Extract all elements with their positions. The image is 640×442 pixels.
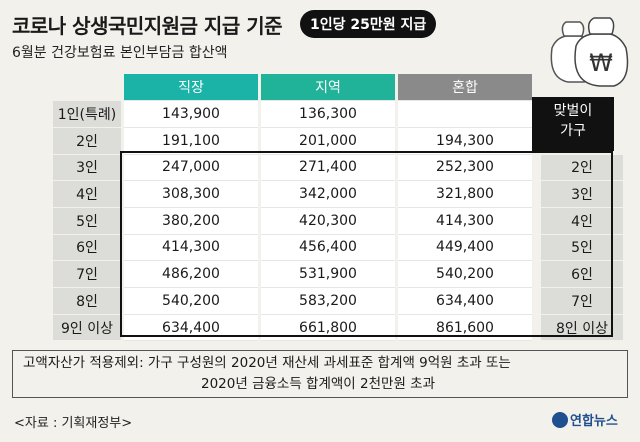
value-region: 420,300 [261, 207, 395, 235]
exclusion-note: 고액자산가 적용제외: 가구 구성원의 2020년 재산세 과세표준 합계액 9… [12, 350, 628, 398]
money-bag-won-icon: ₩ [550, 17, 629, 87]
value-region: 271,400 [261, 154, 395, 182]
value-mixed [398, 100, 532, 128]
gap [532, 154, 541, 181]
value-work: 308,300 [124, 180, 258, 208]
amount-badge: 1인당 25만원 지급 [300, 10, 437, 38]
household-label: 5인 [53, 207, 121, 235]
value-mixed: 540,200 [398, 260, 532, 288]
gap [532, 261, 541, 288]
dual-income-label: 8인 이상 [541, 314, 623, 342]
household-label: 2인 [53, 127, 121, 155]
note-line-1: 고액자산가 적용제외: 가구 구성원의 2020년 재산세 과세표준 합계액 9… [23, 355, 511, 371]
support-criteria-table: 직장 지역 혼합 1인(특례) 143,900 136,300 2인 191,1… [53, 74, 623, 342]
table-row: 7인 486,200 531,900 540,200 6인 [53, 260, 623, 288]
table-row: 3인 247,000 271,400 252,300 2인 [53, 154, 623, 182]
table-row: 2인 191,100 201,000 194,300 [53, 127, 623, 155]
table-row: 6인 414,300 456,400 449,400 5인 [53, 234, 623, 262]
value-mixed: 252,300 [398, 154, 532, 182]
household-label: 7인 [53, 260, 121, 288]
value-mixed: 414,300 [398, 207, 532, 235]
gap [532, 207, 541, 234]
yonhap-logo: 연합뉴스 [552, 410, 618, 429]
value-region: 661,800 [261, 314, 395, 342]
value-work: 486,200 [124, 260, 258, 288]
page-title: 코로나 상생국민지원금 지급 기준 [12, 14, 283, 38]
value-region: 456,400 [261, 234, 395, 262]
household-label: 6인 [53, 234, 121, 262]
dual-income-label: 6인 [541, 260, 623, 288]
value-mixed: 194,300 [398, 127, 532, 155]
household-label: 8인 [53, 287, 121, 315]
source-label: <자료 : 기획재정부> [14, 416, 133, 431]
value-work: 247,000 [124, 154, 258, 182]
table-row: 4인 308,300 342,000 321,800 3인 [53, 180, 623, 208]
logo-text: 연합뉴스 [570, 414, 618, 429]
gap [532, 234, 541, 261]
table-row: 8인 540,200 583,200 634,400 7인 [53, 287, 623, 315]
dual-income-header-line1: 맞벌이 [553, 103, 593, 119]
table-row: 9인 이상 634,400 661,800 861,600 8인 이상 [53, 314, 623, 342]
dual-income-label: 4인 [541, 207, 623, 235]
value-mixed: 321,800 [398, 180, 532, 208]
dual-income-header-line2: 가구 [560, 123, 586, 139]
gap [532, 314, 541, 341]
value-work: 414,300 [124, 234, 258, 262]
value-region: 342,000 [261, 180, 395, 208]
page-subtitle: 6월분 건강보험료 본인부담금 합산액 [12, 45, 228, 61]
household-label: 3인 [53, 154, 121, 182]
header-mixed: 혼합 [398, 74, 532, 102]
value-region: 583,200 [261, 287, 395, 315]
value-region: 531,900 [261, 260, 395, 288]
value-work: 143,900 [124, 100, 258, 128]
value-work: 380,200 [124, 207, 258, 235]
header-work: 직장 [124, 74, 258, 102]
household-label: 9인 이상 [53, 314, 121, 342]
table-row: 5인 380,200 420,300 414,300 4인 [53, 207, 623, 235]
household-label: 1인(특례) [53, 100, 121, 128]
header-corner [53, 74, 121, 101]
value-mixed: 861,600 [398, 314, 532, 342]
dual-income-label: 5인 [541, 234, 623, 262]
dual-income-label: 3인 [541, 180, 623, 208]
value-mixed: 449,400 [398, 234, 532, 262]
household-label: 4인 [53, 180, 121, 208]
value-region: 136,300 [261, 100, 395, 128]
value-work: 191,100 [124, 127, 258, 155]
value-work: 540,200 [124, 287, 258, 315]
note-line-2: 2020년 금융소득 합계액이 2천만원 초과 [201, 376, 435, 392]
yonhap-logo-icon [552, 411, 568, 428]
dual-income-header-box: 맞벌이 가구 [532, 97, 614, 151]
value-region: 201,000 [261, 127, 395, 155]
gap [532, 181, 541, 208]
header-region: 지역 [261, 74, 395, 102]
gap [532, 288, 541, 315]
dual-income-label: 7인 [541, 287, 623, 315]
value-work: 634,400 [124, 314, 258, 342]
svg-text:₩: ₩ [589, 49, 613, 77]
dual-income-label: 2인 [541, 154, 623, 182]
value-mixed: 634,400 [398, 287, 532, 315]
